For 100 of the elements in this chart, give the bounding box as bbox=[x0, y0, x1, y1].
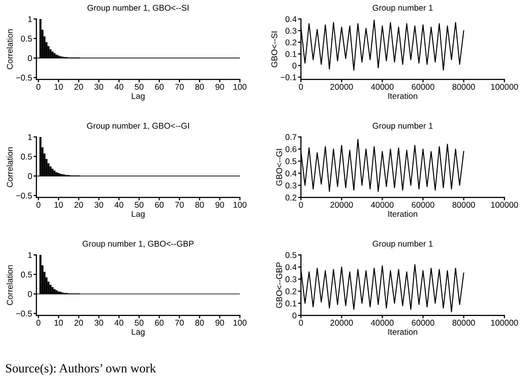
y-tick-label: 0.2 bbox=[285, 39, 296, 46]
y-tick-label: 0 bbox=[292, 62, 296, 69]
x-tick-label: 30 bbox=[94, 84, 104, 90]
y-tick-label: 0.7 bbox=[285, 134, 296, 140]
x-tick-label: 70 bbox=[175, 320, 184, 326]
y-axis-title: GBO<--GBP bbox=[276, 262, 282, 308]
x-tick-label: 60 bbox=[155, 84, 164, 90]
x-tick-label: 40 bbox=[114, 202, 124, 208]
y-tick-label: 0.3 bbox=[285, 182, 296, 188]
x-tick-label: 90 bbox=[215, 320, 224, 326]
x-tick-label: 80000 bbox=[452, 84, 475, 90]
x-tick-label: 80 bbox=[195, 202, 204, 208]
x-tick-label: 40 bbox=[114, 320, 124, 326]
chart-title: Group number 1, GBO<--GI bbox=[87, 122, 189, 130]
x-tick-label: 20 bbox=[74, 202, 84, 208]
x-tick-label: 50 bbox=[134, 202, 144, 208]
x-axis-title: Iteration bbox=[388, 92, 418, 99]
x-tick-label: 20000 bbox=[330, 320, 353, 326]
x-axis-title: Iteration bbox=[388, 210, 418, 217]
chart-title: Group number 1 bbox=[372, 4, 433, 12]
x-tick-label: 10 bbox=[54, 84, 63, 90]
chart-title: Group number 1 bbox=[372, 122, 433, 130]
y-tick-label: 1 bbox=[28, 252, 32, 258]
y-axis-title: Correlation bbox=[6, 147, 13, 188]
y-tick-label: −0.5 bbox=[16, 310, 32, 317]
x-tick-label: 20000 bbox=[330, 84, 353, 90]
y-tick-label: 1 bbox=[28, 16, 32, 22]
chart-title: Group number 1, GBO<--GBP bbox=[82, 240, 194, 248]
y-tick-label: 0 bbox=[28, 173, 32, 180]
x-tick-label: 100000 bbox=[491, 84, 518, 90]
x-tick-label: 40000 bbox=[370, 320, 394, 326]
x-tick-label: 40000 bbox=[370, 202, 394, 208]
x-tick-label: 20 bbox=[74, 320, 84, 326]
x-tick-label: 10 bbox=[54, 320, 63, 326]
x-tick-label: 80000 bbox=[452, 202, 475, 208]
x-tick-label: 100 bbox=[234, 84, 247, 90]
x-tick-label: 80 bbox=[195, 84, 204, 90]
y-axis-title: GBO<--SI bbox=[271, 32, 278, 68]
x-tick-label: 0 bbox=[298, 202, 303, 208]
x-tick-label: 0 bbox=[36, 320, 40, 326]
y-tick-label: −0.5 bbox=[16, 74, 32, 81]
x-tick-label: 30 bbox=[94, 320, 104, 326]
y-tick-label: 0.5 bbox=[285, 252, 296, 258]
x-tick-label: 60000 bbox=[412, 84, 434, 90]
chart-title: Group number 1, GBO<--SI bbox=[88, 4, 188, 12]
x-tick-label: 0 bbox=[36, 84, 40, 90]
y-tick-label: 0.5 bbox=[20, 272, 32, 278]
y-tick-label: 0.1 bbox=[285, 300, 296, 306]
x-tick-label: 60 bbox=[155, 202, 164, 208]
x-tick-label: 100000 bbox=[491, 320, 518, 326]
y-tick-label: 1 bbox=[28, 134, 32, 140]
x-tick-label: 70 bbox=[175, 202, 184, 208]
y-axis-title: Correlation bbox=[6, 265, 13, 306]
x-tick-label: 60000 bbox=[412, 320, 434, 326]
y-tick-label: 0.4 bbox=[285, 170, 297, 176]
y-axis-title: Correlation bbox=[6, 29, 13, 70]
y-tick-label: 0.2 bbox=[285, 288, 296, 294]
source-note: Source(s): Authors’ own work bbox=[6, 364, 156, 376]
x-tick-label: 0 bbox=[298, 84, 303, 90]
x-tick-label: 40 bbox=[114, 84, 124, 90]
y-tick-label: 0 bbox=[292, 312, 296, 318]
x-tick-label: 60 bbox=[155, 320, 164, 326]
x-tick-label: 90 bbox=[215, 202, 224, 208]
x-tick-label: 80 bbox=[195, 320, 204, 326]
x-tick-label: 20000 bbox=[330, 202, 353, 208]
y-tick-label: 0.4 bbox=[285, 264, 297, 270]
x-tick-label: 70 bbox=[175, 84, 184, 90]
y-tick-label: 0 bbox=[28, 55, 32, 62]
y-tick-label: −0.1 bbox=[280, 74, 296, 80]
x-tick-label: 100 bbox=[234, 320, 247, 326]
x-axis-title: Lag bbox=[132, 93, 145, 101]
y-tick-label: 0.1 bbox=[285, 51, 296, 57]
x-tick-label: 90 bbox=[215, 84, 224, 90]
x-axis-title: Iteration bbox=[388, 328, 418, 335]
y-tick-label: 0.3 bbox=[285, 28, 296, 34]
x-tick-label: 30 bbox=[94, 202, 104, 208]
y-tick-label: 0.2 bbox=[285, 194, 296, 201]
y-tick-label: 0.5 bbox=[285, 158, 296, 164]
x-tick-label: 50 bbox=[134, 84, 144, 90]
x-axis-title: Lag bbox=[132, 211, 145, 219]
y-tick-label: −0.5 bbox=[16, 192, 32, 199]
x-tick-label: 60000 bbox=[412, 202, 434, 208]
x-tick-label: 100 bbox=[234, 202, 247, 208]
y-axis-title: GBO<--GI bbox=[276, 149, 282, 186]
x-tick-label: 20 bbox=[74, 84, 84, 90]
x-tick-label: 0 bbox=[36, 202, 40, 208]
x-axis-title: Lag bbox=[132, 329, 145, 336]
y-tick-label: 0.5 bbox=[20, 36, 32, 42]
y-tick-label: 0 bbox=[28, 291, 32, 298]
y-tick-label: 0.4 bbox=[285, 16, 297, 22]
x-tick-label: 50 bbox=[134, 320, 144, 326]
x-tick-label: 10 bbox=[54, 202, 63, 208]
x-tick-label: 80000 bbox=[452, 320, 475, 326]
x-tick-label: 0 bbox=[298, 320, 303, 326]
y-tick-label: 0.5 bbox=[20, 154, 32, 160]
chart-title: Group number 1 bbox=[372, 240, 433, 248]
x-tick-label: 100000 bbox=[491, 202, 518, 208]
y-tick-label: 0.3 bbox=[285, 276, 296, 282]
x-tick-label: 40000 bbox=[370, 84, 394, 90]
y-tick-label: 0.6 bbox=[285, 146, 296, 152]
